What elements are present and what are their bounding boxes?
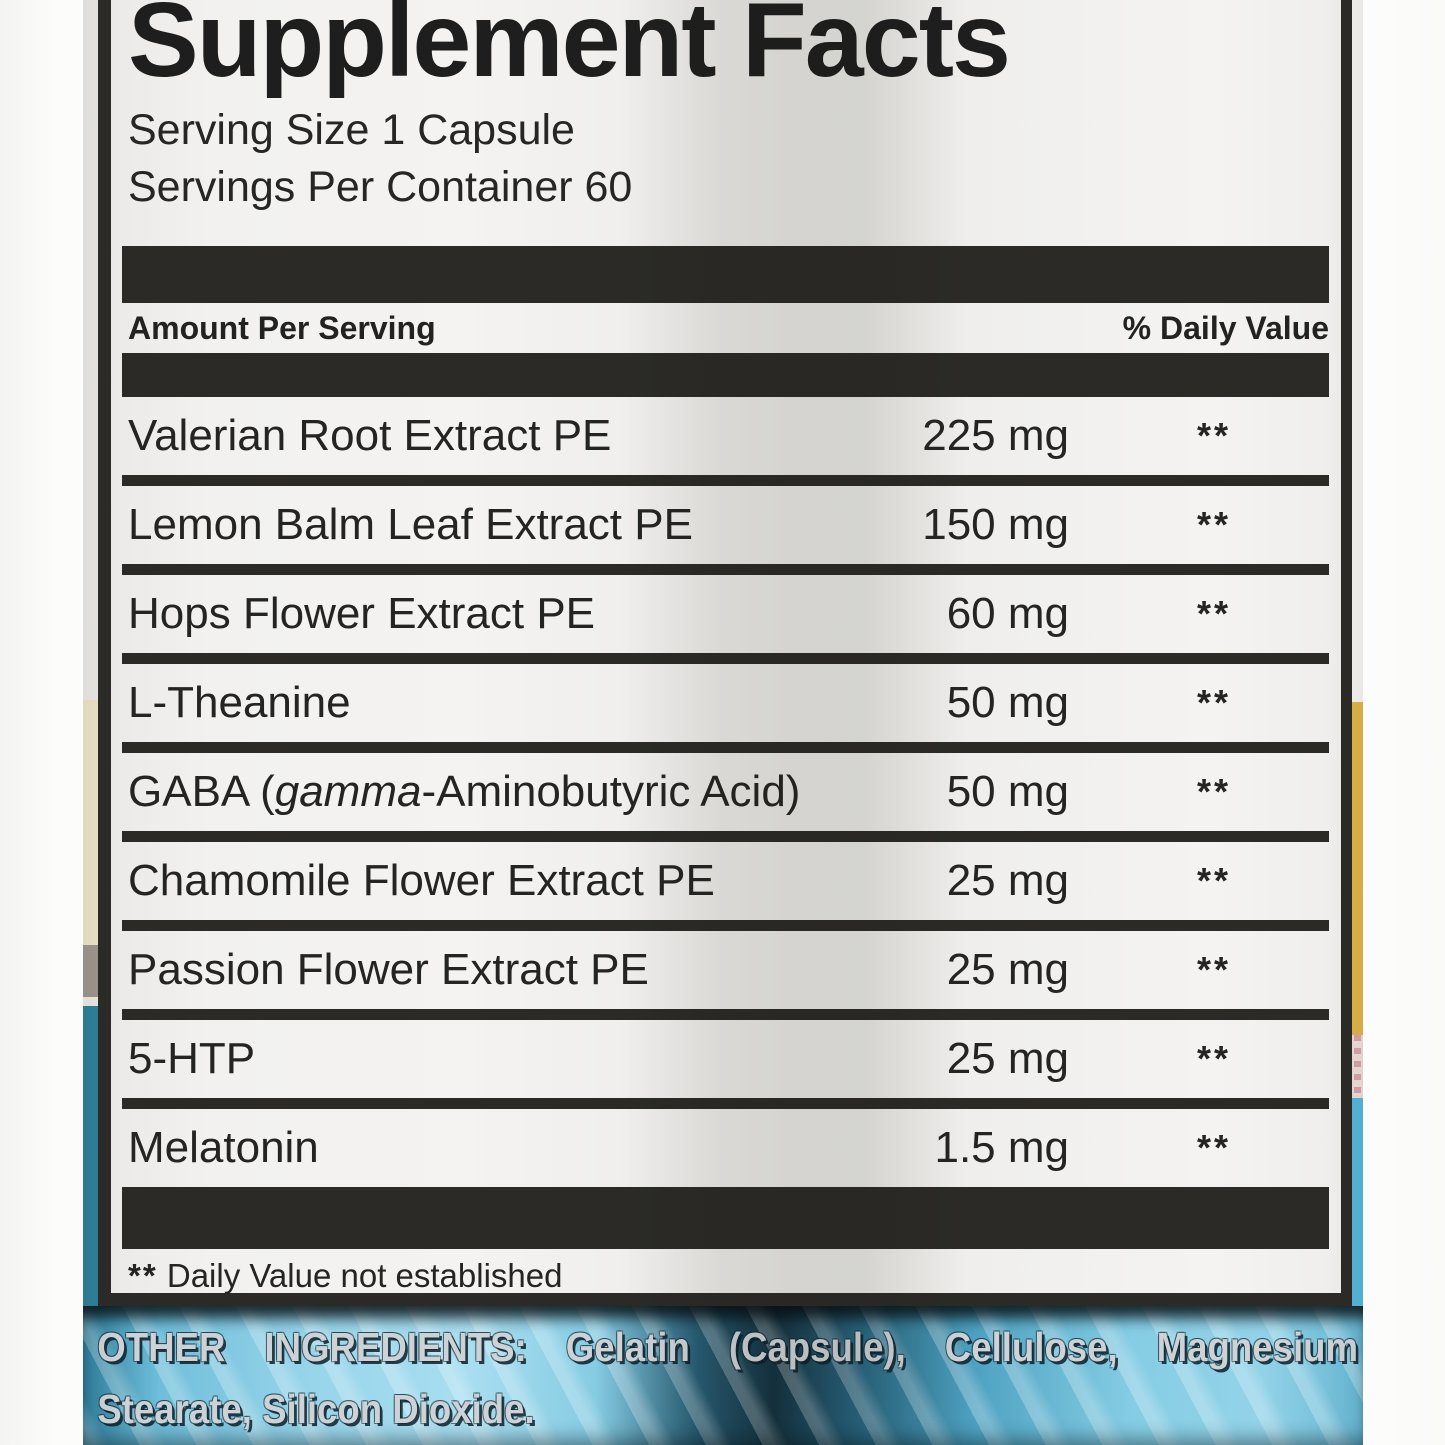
servings-per-container-line: Servings Per Container 60 [128,163,633,211]
daily-value-footnote: ** Daily Value not established [122,1258,1329,1293]
table-row: Passion Flower Extract PE 25 mg ** [122,931,1329,1009]
table-row: Melatonin 1.5 mg ** [122,1109,1329,1187]
name-part: -Aminobutyric Acid) [421,767,801,816]
daily-value-marker: ** [1196,593,1232,634]
ingredient-name: Passion Flower Extract PE [128,945,649,994]
ingredient-name: L-Theanine [128,678,351,727]
bottle-edge-right-white [1352,0,1363,702]
table-row: Chamomile Flower Extract PE 25 mg ** [122,842,1329,920]
column-header-daily-value: % Daily Value [1122,309,1329,346]
ingredient-amount: 225 mg [922,411,1069,460]
bottle-edge-left-cream [83,700,98,945]
thick-rule-top [122,246,1329,303]
supplement-bottle: Supplement Facts Serving Size 1 Capsule … [83,0,1363,1445]
row-divider [122,653,1329,664]
table-row: Hops Flower Extract PE 60 mg ** [122,575,1329,653]
ingredient-name: Chamomile Flower Extract PE [128,856,715,905]
daily-value-marker: ** [1196,1127,1232,1168]
row-divider [122,1098,1329,1109]
name-part: GABA ( [128,767,275,816]
thick-rule-bottom [122,1187,1329,1249]
other-ingredients-section: OTHER INGREDIENTS: Gelatin (Capsule), Ce… [83,1306,1363,1445]
bottle-edge-right-blue [1352,1098,1363,1310]
row-divider [122,475,1329,486]
ingredient-amount: 50 mg [946,767,1069,816]
ingredient-amount: 150 mg [922,500,1069,549]
ingredient-amount: 25 mg [946,945,1069,994]
daily-value-marker: ** [1196,771,1232,812]
bottle-edge-left-white [83,0,98,700]
row-divider [122,831,1329,842]
other-ingredients-text: OTHER INGREDIENTS: Gelatin (Capsule), Ce… [83,1306,1363,1432]
table-header-row: Amount Per Serving % Daily Value [122,303,1329,353]
daily-value-marker: ** [1196,949,1232,990]
column-header-amount: Amount Per Serving [128,309,436,346]
supplement-facts-panel: Supplement Facts Serving Size 1 Capsule … [98,0,1352,1306]
table-row: 5-HTP 25 mg ** [122,1020,1329,1098]
table-row: L-Theanine 50 mg ** [122,664,1329,742]
supplement-facts-title: Supplement Facts [128,0,1011,99]
ingredient-name: Lemon Balm Leaf Extract PE [128,500,693,549]
footnote-text: Daily Value not established [157,1257,563,1294]
ingredient-amount: 25 mg [946,1034,1069,1083]
row-divider [122,742,1329,753]
name-part-italic: gamma [274,767,422,816]
other-ingredients-line1: OTHER INGREDIENTS: Gelatin (Capsule), Ce… [97,1324,1359,1370]
serving-size-line: Serving Size 1 Capsule [128,106,575,154]
bottle-edge-left-teal [83,1006,98,1310]
ingredient-name: Hops Flower Extract PE [128,589,596,638]
table-row: GABA (gamma-Aminobutyric Acid) 50 mg ** [122,753,1329,831]
bottle-edge-left-gap [83,997,98,1006]
bottle-edge-left-gray [83,945,98,997]
fine-print-vertical [1354,1035,1361,1098]
ingredient-name: 5-HTP [128,1034,256,1083]
daily-value-marker: ** [1196,682,1232,723]
ingredient-amount: 25 mg [946,856,1069,905]
bottle-edge-right-gold [1352,702,1363,1035]
footnote-marker: ** [128,1257,158,1294]
ingredient-amount: 50 mg [946,678,1069,727]
other-ingredients-line2: Stearate, Silicon Dioxide. [97,1386,535,1432]
daily-value-marker: ** [1196,860,1232,901]
ingredient-amount: 1.5 mg [934,1123,1069,1172]
daily-value-marker: ** [1196,504,1232,545]
row-divider [122,564,1329,575]
row-divider [122,920,1329,931]
ingredient-name: GABA (gamma-Aminobutyric Acid) [128,767,879,817]
table-row: Lemon Balm Leaf Extract PE 150 mg ** [122,486,1329,564]
supplement-facts-content: Supplement Facts Serving Size 1 Capsule … [122,0,1329,1293]
table-row: Valerian Root Extract PE 225 mg ** [122,397,1329,475]
daily-value-marker: ** [1196,415,1232,456]
thick-rule-header [122,353,1329,397]
bottle-edge-right-pink [1352,1035,1363,1098]
daily-value-marker: ** [1196,1038,1232,1079]
row-divider [122,1009,1329,1020]
ingredient-name: Valerian Root Extract PE [128,411,612,460]
ingredient-amount: 60 mg [946,589,1069,638]
ingredient-name: Melatonin [128,1123,319,1172]
